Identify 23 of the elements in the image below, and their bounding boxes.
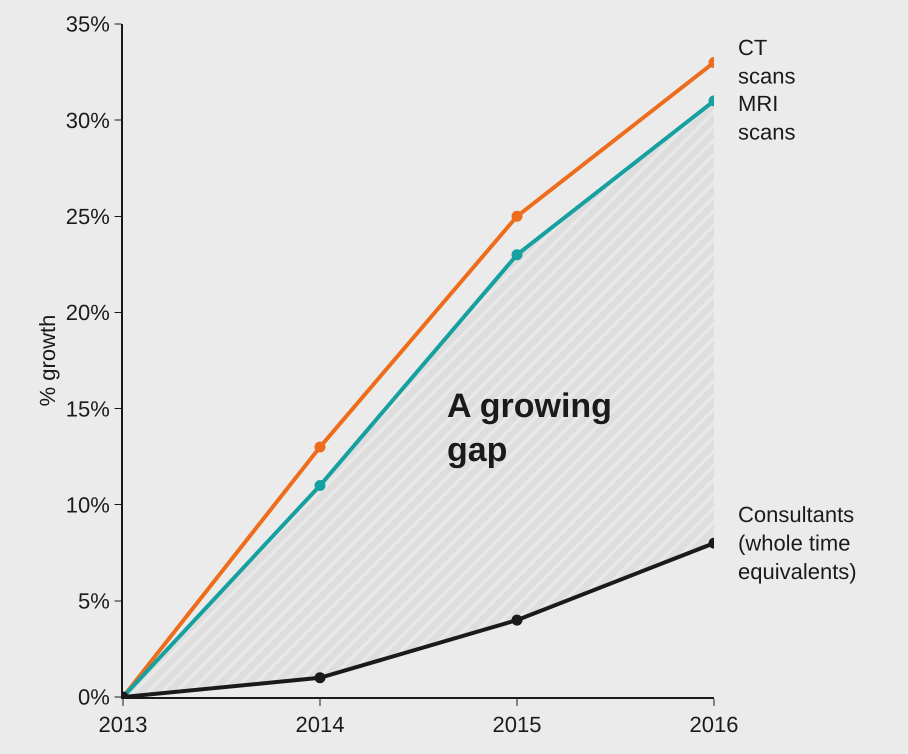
point [512, 210, 522, 222]
x-tick-label: 2013 [98, 712, 148, 738]
series-label: Consultants (whole time equivalents) [738, 502, 857, 584]
y-tick-label: 0% [78, 684, 110, 710]
point [314, 442, 326, 453]
point [314, 672, 326, 684]
y-tick-label: 10% [66, 492, 110, 518]
point [314, 480, 326, 491]
x-tick-label: 2014 [296, 712, 344, 738]
annotation: A growing gap [447, 387, 612, 470]
y-axis-title: % growth [35, 314, 60, 406]
point [512, 249, 522, 260]
y-tick-label: 15% [66, 396, 110, 422]
y-tick-label: 5% [78, 588, 110, 614]
y-tick-label: 35% [66, 12, 110, 37]
series-label: MRI scans [738, 91, 796, 145]
y-tick-label: 25% [66, 204, 110, 229]
y-tick-label: 20% [66, 300, 110, 326]
series-label: CT scans [738, 35, 796, 89]
point [512, 614, 522, 626]
x-tick-label: 2015 [492, 712, 542, 738]
y-tick-label: 30% [66, 108, 110, 133]
x-tick-label: 2016 [690, 712, 738, 738]
